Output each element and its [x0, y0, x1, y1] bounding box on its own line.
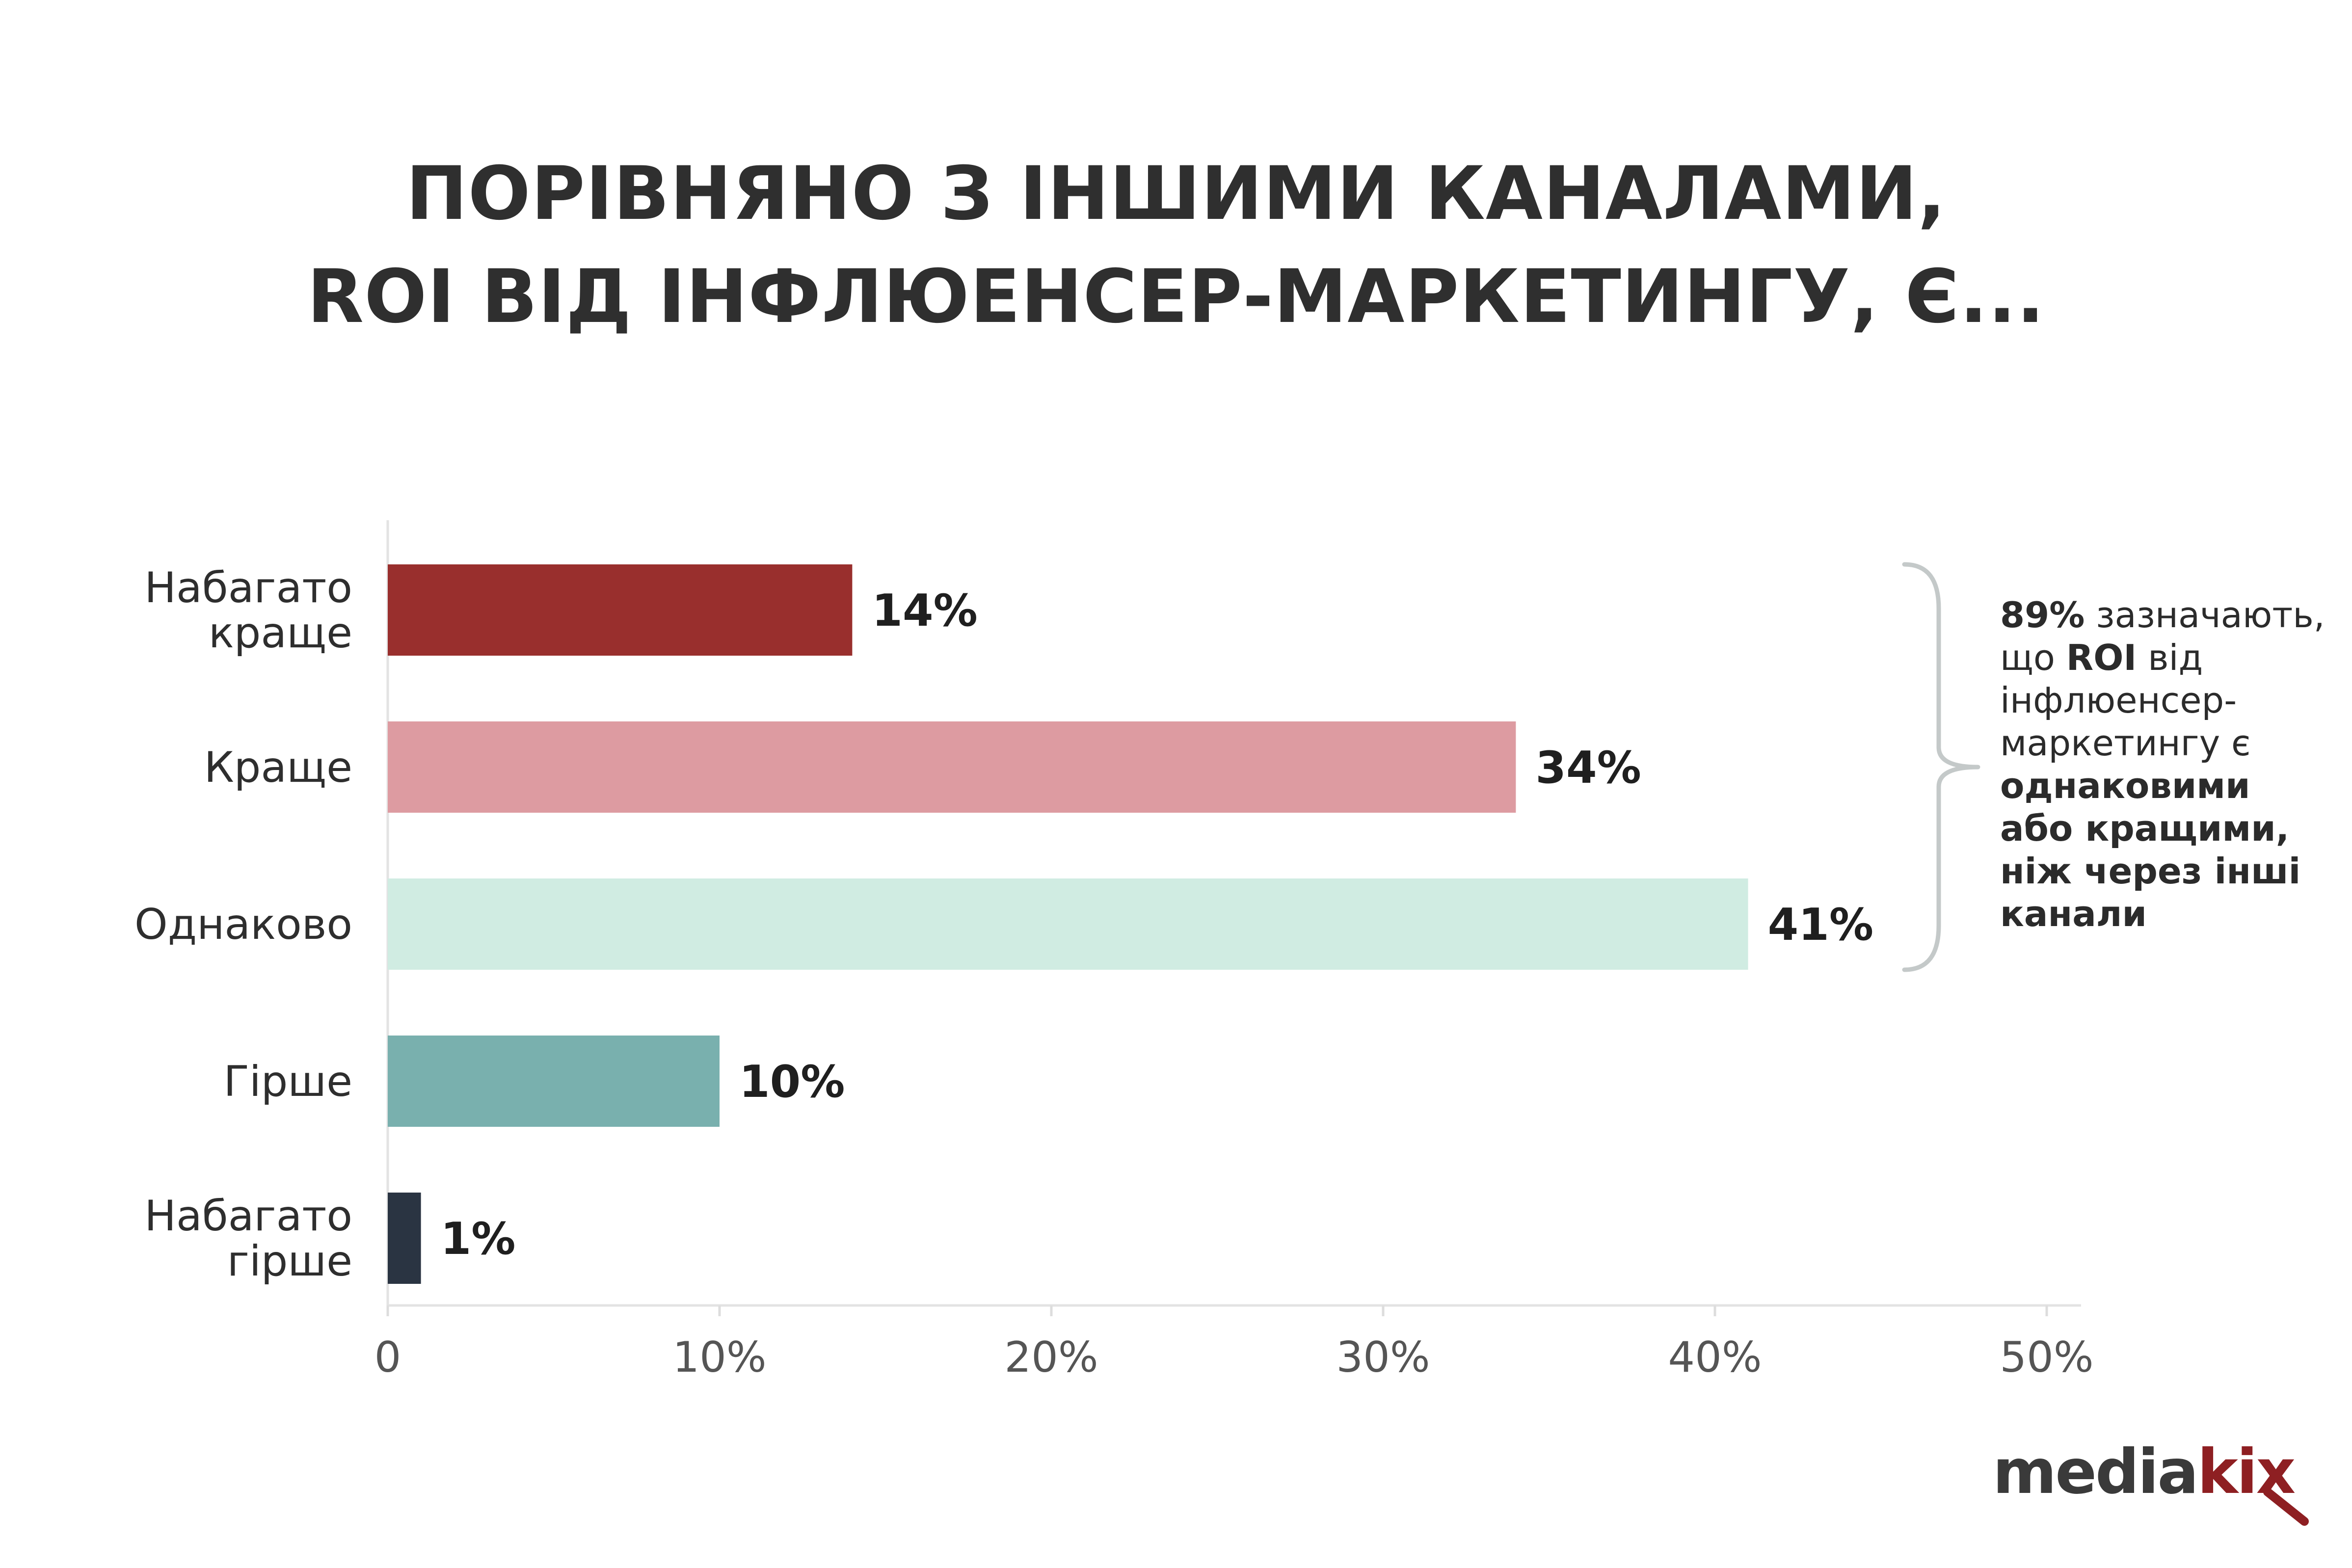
bar-value-label: 14% [872, 585, 977, 637]
bar-value-label: 34% [1535, 742, 1641, 794]
annotation-note: 89% зазначають, що ROI від інфлюенсер- м… [2000, 594, 2344, 935]
annotation-bold-2: або кращими, [2000, 808, 2290, 849]
x-tick-label: 10% [672, 1333, 766, 1382]
x-tick-label: 50% [2000, 1333, 2093, 1382]
bar-value-label: 41% [1768, 899, 1873, 951]
chart-axes: 0 10% 20% 30% 40% 50% [374, 520, 2094, 1382]
chart-title-line-2: ROI ВІД ІНФЛЮЕНСЕР-МАРКЕТИНГУ, Є... [307, 254, 2045, 340]
annotation-bracket [1902, 562, 1980, 972]
annotation-text-b: що [2000, 637, 2066, 678]
x-tick-label: 0 [374, 1333, 401, 1382]
chart-labels: 14% Набагато краще 34% Краще 41% Однаково 10% Гі… [134, 563, 1873, 1286]
mediakix-logo: mediakix [1993, 1433, 2326, 1531]
annotation-percent: 89% [2000, 594, 2085, 636]
annotation-bold-1: однаковими [2000, 765, 2250, 806]
chart-title-line-1: ПОРІВНЯНО З ІНШИМИ КАНАЛАМИ, [405, 151, 1947, 237]
x-tick-label: 40% [1668, 1333, 1762, 1382]
annotation-text-d: інфлюенсер- [2000, 680, 2237, 721]
category-label: Гірше [223, 1057, 352, 1106]
chart-bars [388, 564, 1748, 1284]
annotation-text-a: зазначають, [2085, 594, 2325, 636]
annotation-text-e: маркетингу є [2000, 722, 2251, 764]
bar [388, 1036, 720, 1127]
logo-wordmark: mediakix [1993, 1433, 2296, 1512]
annotation-roi: ROI [2066, 637, 2137, 678]
annotation-bold-4: канали [2000, 893, 2147, 934]
bar-value-label: 1% [441, 1213, 516, 1265]
bar [388, 721, 1516, 813]
annotation-text-c: від [2137, 637, 2203, 678]
chart-title: ПОРІВНЯНО З ІНШИМИ КАНАЛАМИ, ROI ВІД ІНФ… [0, 142, 2352, 348]
logo-part-media: media [1993, 1436, 2199, 1508]
x-tick-label: 20% [1004, 1333, 1098, 1382]
bar [388, 564, 853, 656]
annotation-bold-3: ніж через інші [2000, 850, 2301, 892]
category-label: Набагато краще [144, 563, 352, 658]
category-label: Однаково [134, 900, 352, 949]
bar-value-label: 10% [739, 1056, 845, 1108]
category-label: Набагато гірше [144, 1192, 352, 1286]
logo-accent-icon [2263, 1488, 2309, 1526]
bar [388, 1193, 421, 1284]
x-tick-label: 30% [1336, 1333, 1430, 1382]
bar [388, 878, 1748, 970]
category-label: Краще [204, 743, 352, 792]
